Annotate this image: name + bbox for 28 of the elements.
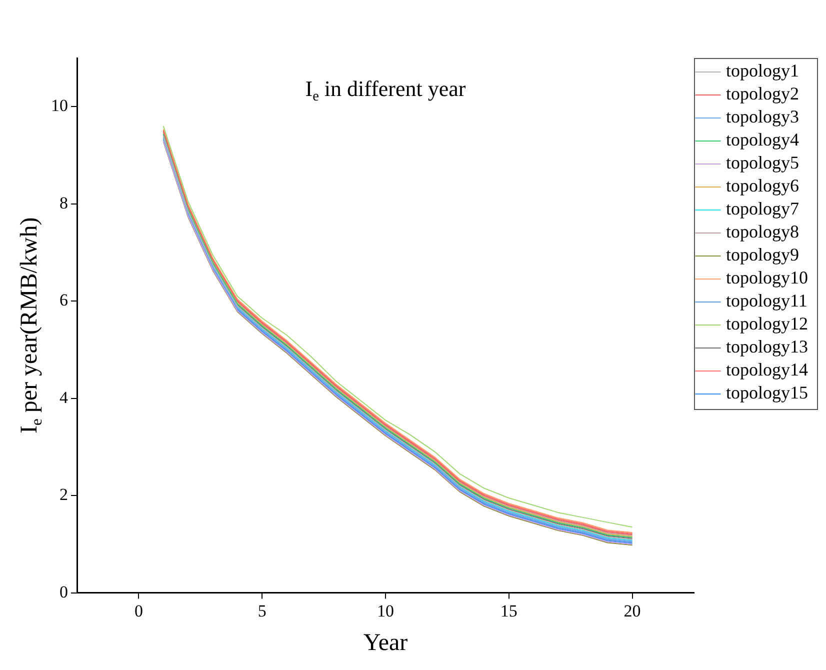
legend-label: topology15 <box>726 382 808 403</box>
legend-label: topology11 <box>726 290 808 311</box>
y-tick-label: 10 <box>51 96 68 116</box>
legend-label: topology4 <box>726 130 800 150</box>
legend-label: topology8 <box>726 222 800 242</box>
y-tick-label: 4 <box>60 388 68 407</box>
legend-label: topology5 <box>726 152 800 173</box>
y-tick-label: 8 <box>60 193 68 212</box>
legend-label: topology3 <box>726 106 800 127</box>
legend-label: topology1 <box>726 60 800 81</box>
legend-label: topology7 <box>726 198 800 219</box>
legend-label: topology14 <box>726 360 808 380</box>
legend-label: topology10 <box>726 268 808 288</box>
legend-label: topology12 <box>726 314 808 334</box>
x-tick-label: 0 <box>134 601 143 620</box>
x-tick-label: 5 <box>258 601 266 620</box>
x-tick-label: 10 <box>377 601 394 620</box>
y-axis-title: Ie per year(RMB/kwh) <box>16 217 46 434</box>
legend-label: topology13 <box>726 336 808 357</box>
x-axis-title: Year <box>363 630 408 656</box>
y-tick-label: 2 <box>60 485 68 504</box>
legend-label: topology2 <box>726 84 800 104</box>
y-tick-label: 6 <box>60 290 68 310</box>
x-tick-label: 20 <box>624 601 641 620</box>
x-tick-label: 15 <box>500 601 518 620</box>
y-tick-label: 0 <box>60 582 68 602</box>
legend-label: topology6 <box>726 176 800 196</box>
legend-label: topology9 <box>726 244 800 265</box>
